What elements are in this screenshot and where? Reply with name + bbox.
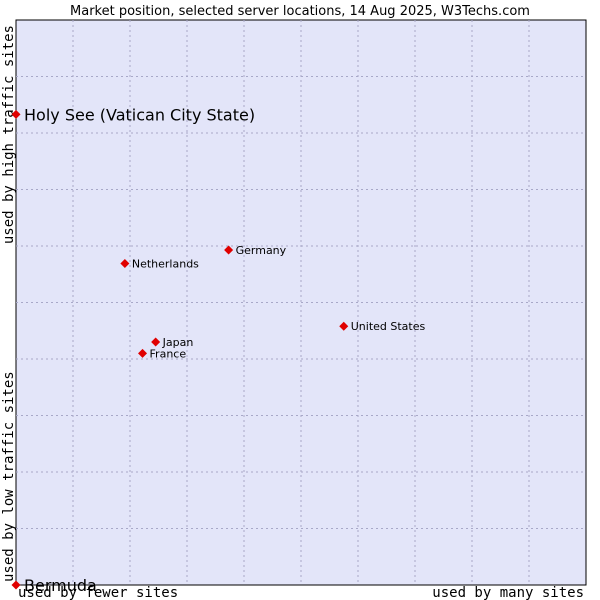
- label-france: France: [150, 347, 187, 360]
- label-bermuda: Bermuda: [24, 576, 97, 595]
- x-axis-label-fewer: used by fewer sites: [18, 585, 178, 600]
- y-axis-label-low: used by low traffic sites: [1, 371, 17, 582]
- marker-united-states[interactable]: [339, 321, 349, 331]
- label-japan: Japan: [162, 336, 194, 349]
- marker-france[interactable]: [138, 348, 148, 358]
- y-axis-label-high: used by high traffic sites: [1, 25, 17, 244]
- marker-netherlands[interactable]: [120, 259, 130, 269]
- chart-title: Market position, selected server locatio…: [70, 4, 530, 19]
- label-germany: Germany: [236, 244, 287, 257]
- marker-holy-see-vatican-city-state[interactable]: [11, 109, 21, 119]
- marker-japan[interactable]: [151, 337, 161, 347]
- marker-bermuda[interactable]: [11, 580, 21, 590]
- data-points: Holy See (Vatican City State) Bermuda Germ…: [11, 105, 426, 595]
- grid-lines: [16, 20, 586, 585]
- label-holy-see-vatican-city-state: Holy See (Vatican City State): [24, 105, 255, 124]
- marker-germany[interactable]: [224, 245, 234, 255]
- label-united-states: United States: [351, 320, 426, 333]
- x-axis-label-many: used by many sites: [432, 585, 584, 600]
- label-netherlands: Netherlands: [132, 258, 199, 271]
